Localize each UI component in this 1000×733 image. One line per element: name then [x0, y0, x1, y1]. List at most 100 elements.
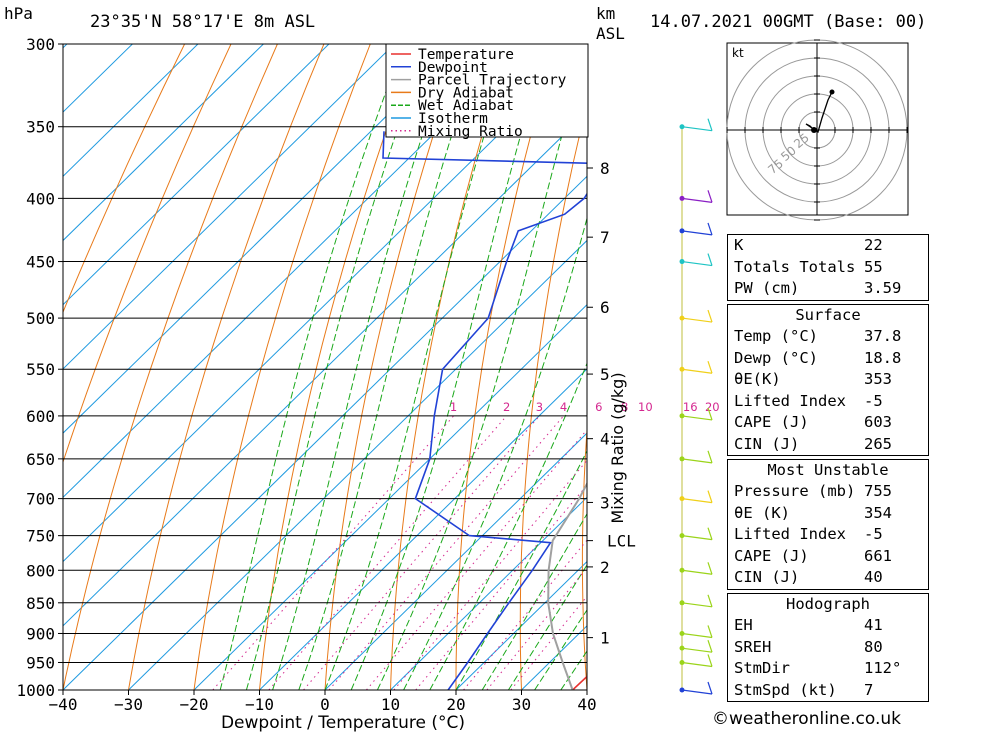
- wind-barb-feather: [707, 639, 713, 653]
- wind-barb: [681, 689, 713, 695]
- pressure-tick-label: 900: [26, 624, 55, 643]
- height-tick-label: 6: [600, 298, 610, 317]
- mixing-ratio-labels: 12346810162025: [450, 400, 742, 414]
- mixing-ratio-label: 4: [560, 400, 567, 414]
- wet-adiabat-line: [376, 44, 587, 690]
- height-km-axis: 1 2 3 4 5 6 7 8 LCL: [587, 159, 636, 648]
- isotherm-line: [324, 432, 587, 690]
- isobar-lines: [63, 43, 587, 691]
- mixing-ratio-label: 16: [683, 400, 698, 414]
- isotherm-line: [63, 175, 587, 690]
- wind-barb: [681, 535, 713, 541]
- wind-barb-feather: [707, 118, 713, 131]
- temperature-tick-label: 40: [577, 695, 596, 714]
- height-tick-label: 4: [600, 430, 610, 449]
- pressure-tick-label: 1000: [16, 681, 55, 700]
- pressure-unit-label: hPa: [4, 4, 33, 23]
- table-row: Temp (°C) 37.8: [734, 327, 902, 345]
- wet-adiabat-line: [245, 44, 428, 690]
- height-tick-label: 8: [600, 159, 610, 178]
- table-row: StmDir 112°: [734, 659, 902, 677]
- wind-barb-feather: [707, 361, 713, 374]
- indices-table: K 22 Totals Totals 55 PW (cm) 3.59: [727, 234, 929, 301]
- wind-barb-feather: [707, 681, 713, 695]
- legend-label: Wet Adiabat: [418, 98, 514, 114]
- table-row: CAPE (J) 661: [734, 546, 892, 565]
- pressure-tick-label: 800: [26, 561, 55, 580]
- pressure-tick-label: 350: [26, 118, 55, 137]
- wind-barb: [681, 647, 713, 653]
- legend-label: Dewpoint: [418, 60, 488, 76]
- wet-adiabat-line: [403, 216, 587, 690]
- mixing-ratio-label: 10: [638, 400, 653, 414]
- table-row: Pressure (mb) 755: [734, 482, 892, 500]
- x-axis-label: Dewpoint / Temperature (°C): [221, 713, 465, 733]
- table-row: PW (cm) 3.59: [734, 279, 902, 297]
- pressure-tick-label: 500: [26, 309, 55, 328]
- temperature-tick-label: 0: [320, 695, 330, 714]
- location-title: 23°35'N 58°17'E 8m ASL: [90, 12, 316, 32]
- table-row: θE(K) 353: [734, 370, 892, 388]
- isotherm-line: [63, 44, 264, 242]
- wind-barb: [681, 569, 713, 575]
- isotherm-line: [259, 368, 587, 690]
- table-row: K 22: [734, 236, 883, 254]
- legend-label: Dry Adiabat: [418, 85, 514, 101]
- hodograph-point: [829, 89, 835, 95]
- pressure-tick-label: 550: [26, 360, 55, 379]
- dry-adiabat-line: [324, 44, 464, 690]
- dewpoint-profile-line: [382, 131, 587, 690]
- height-tick-label: 5: [600, 365, 610, 384]
- isotherm-line: [128, 239, 587, 690]
- hodograph-table-title: Hodograph: [786, 595, 870, 613]
- temperature-profile-line: [572, 675, 587, 690]
- wind-barb: [681, 197, 713, 203]
- wind-barb: [681, 498, 713, 504]
- table-row: EH 41: [734, 616, 883, 634]
- isotherm-line: [455, 560, 587, 690]
- mixing-ratio-label: 3: [536, 400, 543, 414]
- datetime-title: 14.07.2021 00GMT (Base: 00): [650, 12, 927, 32]
- most-unstable-table: Most Unstable Pressure (mb) 755 θE (K) 354…: [727, 459, 929, 590]
- temperature-tick-label: −10: [245, 695, 274, 714]
- isotherm-line: [63, 44, 395, 370]
- most-unstable-title: Most Unstable: [767, 461, 889, 479]
- parcel-trajectory-line: [547, 481, 587, 690]
- isotherm-line: [63, 44, 526, 499]
- mixing-ratio-line: [328, 415, 564, 690]
- wind-barb-feather: [707, 407, 713, 421]
- height-tick-label: 7: [600, 228, 610, 247]
- table-row: StmSpd (kt) 7: [734, 680, 874, 699]
- dry-adiabat-line: [519, 102, 587, 690]
- pressure-tick-label: 300: [26, 35, 55, 54]
- pressure-axis: 300 350 400 450 500 550 600 650 700 750 800 850 900 9…: [16, 35, 63, 700]
- wind-barb-feather: [707, 654, 713, 667]
- pressure-tick-label: 400: [26, 189, 55, 208]
- pressure-tick-label: 450: [26, 253, 55, 272]
- temperature-tick-label: −30: [114, 695, 143, 714]
- copyright-footer: ©weatheronline.co.uk: [712, 709, 902, 729]
- wind-profile: [679, 118, 713, 695]
- dry-adiabat-line: [63, 44, 278, 690]
- wet-adiabat-line: [350, 44, 548, 690]
- table-row: Totals Totals 55: [734, 257, 883, 276]
- wind-barb-feather: [707, 222, 713, 236]
- surface-table: Surface Temp (°C) 37.8 Dewp (°C) 18.8 θE(K…: [727, 304, 929, 456]
- pressure-tick-label: 950: [26, 653, 55, 672]
- dry-adiabat-line: [63, 44, 186, 314]
- height-tick-label: 3: [600, 493, 610, 512]
- table-row: CIN (J) 265: [734, 434, 892, 453]
- wet-adiabat-line: [324, 44, 513, 690]
- pressure-tick-label: 700: [26, 490, 55, 509]
- mixing-ratio-line: [212, 415, 454, 690]
- legend-label: Parcel Trajectory: [418, 73, 567, 89]
- wind-barb-feather: [707, 253, 713, 266]
- dry-adiabat-line: [259, 44, 418, 690]
- height-tick-label: 2: [600, 558, 610, 577]
- hodograph-table: Hodograph EH 41 SREH 80 StmDir 112° StmSpd …: [727, 593, 929, 702]
- wet-adiabat-line: [272, 44, 454, 690]
- wind-barb-feather: [707, 625, 713, 638]
- wind-barb: [681, 230, 713, 236]
- table-row: Lifted Index -5: [734, 391, 883, 410]
